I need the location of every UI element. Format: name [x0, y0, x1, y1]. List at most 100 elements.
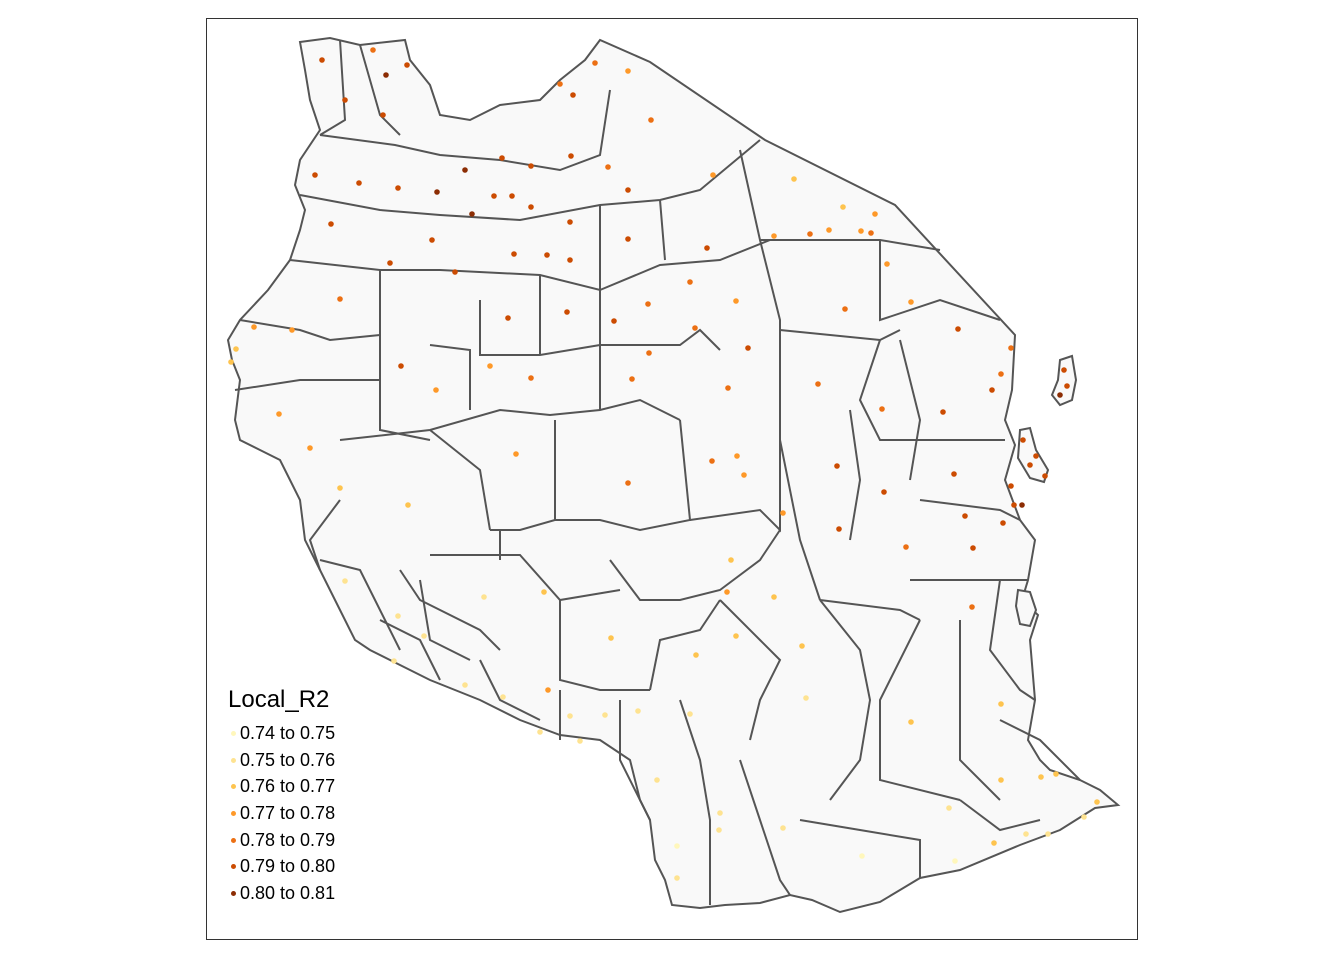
district-point — [1023, 831, 1029, 837]
district-point — [469, 211, 475, 217]
legend-label: 0.80 to 0.81 — [240, 882, 336, 903]
district-point — [370, 47, 376, 53]
district-point — [487, 363, 493, 369]
district-point — [567, 257, 573, 263]
district-point — [1094, 799, 1100, 805]
district-point — [998, 777, 1004, 783]
district-point — [872, 211, 878, 217]
district-point — [908, 299, 914, 305]
district-point — [991, 840, 997, 846]
district-point — [564, 309, 570, 315]
district-point — [1011, 502, 1017, 508]
district-point — [337, 485, 343, 491]
legend-label: 0.74 to 0.75 — [240, 722, 336, 743]
district-boundaries — [234, 39, 1081, 905]
district-point — [940, 409, 946, 415]
district-point — [568, 153, 574, 159]
district-point — [511, 251, 517, 257]
district-point — [952, 858, 958, 864]
district-point — [859, 853, 865, 859]
district-point — [1008, 483, 1014, 489]
district-point — [398, 363, 404, 369]
district-point — [645, 301, 651, 307]
district-point — [903, 544, 909, 550]
district-point — [884, 261, 890, 267]
legend-item: 0.74 to 0.75 — [228, 720, 335, 747]
district-point — [429, 237, 435, 243]
district-point — [541, 589, 547, 595]
district-point — [815, 381, 821, 387]
district-point — [570, 92, 576, 98]
district-point — [803, 695, 809, 701]
district-point — [342, 578, 348, 584]
district-point — [834, 463, 840, 469]
district-point — [998, 701, 1004, 707]
legend-swatch — [231, 810, 236, 816]
district-point — [858, 228, 864, 234]
district-point — [733, 298, 739, 304]
district-point — [970, 545, 976, 551]
district-point — [592, 60, 598, 66]
district-point — [908, 719, 914, 725]
district-point — [879, 406, 885, 412]
district-point — [391, 658, 397, 664]
legend-item: 0.79 to 0.80 — [228, 853, 335, 880]
district-point — [380, 112, 386, 118]
district-point — [577, 738, 583, 744]
district-point — [276, 411, 282, 417]
district-point — [646, 350, 652, 356]
district-point — [462, 682, 468, 688]
district-point — [611, 318, 617, 324]
district-point — [648, 117, 654, 123]
district-point — [780, 825, 786, 831]
district-point — [528, 204, 534, 210]
district-centroid-points — [228, 47, 1100, 881]
district-point — [1057, 392, 1063, 398]
district-point — [687, 711, 693, 717]
district-point — [946, 805, 952, 811]
legend-label: 0.77 to 0.78 — [240, 802, 336, 823]
district-point — [734, 453, 740, 459]
district-point — [1000, 520, 1006, 526]
district-point — [989, 387, 995, 393]
district-point — [602, 712, 608, 718]
district-point — [725, 385, 731, 391]
district-point — [771, 233, 777, 239]
district-point — [840, 204, 846, 210]
district-point — [528, 375, 534, 381]
district-point — [654, 777, 660, 783]
district-point — [799, 643, 805, 649]
district-point — [251, 324, 257, 330]
legend-item: 0.76 to 0.77 — [228, 773, 335, 800]
district-point — [567, 713, 573, 719]
district-point — [955, 326, 961, 332]
district-point — [319, 57, 325, 63]
district-point — [728, 557, 734, 563]
legend-label: 0.79 to 0.80 — [240, 856, 336, 877]
district-point — [836, 526, 842, 532]
district-point — [625, 68, 631, 74]
legend-label: 0.78 to 0.79 — [240, 829, 336, 850]
district-point — [745, 345, 751, 351]
district-point — [625, 187, 631, 193]
district-point — [1061, 367, 1067, 373]
district-point — [404, 62, 410, 68]
district-point — [567, 219, 573, 225]
district-point — [1045, 831, 1051, 837]
district-point — [969, 604, 975, 610]
district-point — [545, 687, 551, 693]
district-point — [513, 451, 519, 457]
district-point — [741, 472, 747, 478]
district-point — [462, 167, 468, 173]
district-point — [421, 633, 427, 639]
district-point — [807, 231, 813, 237]
district-point — [557, 81, 563, 87]
district-point — [387, 260, 393, 266]
legend-swatch — [231, 730, 236, 736]
district-point — [1064, 383, 1070, 389]
district-point — [228, 359, 234, 365]
legend: Local_R2 0.74 to 0.75 0.75 to 0.76 0.76 to… — [228, 686, 335, 907]
district-point — [395, 613, 401, 619]
district-point — [733, 633, 739, 639]
